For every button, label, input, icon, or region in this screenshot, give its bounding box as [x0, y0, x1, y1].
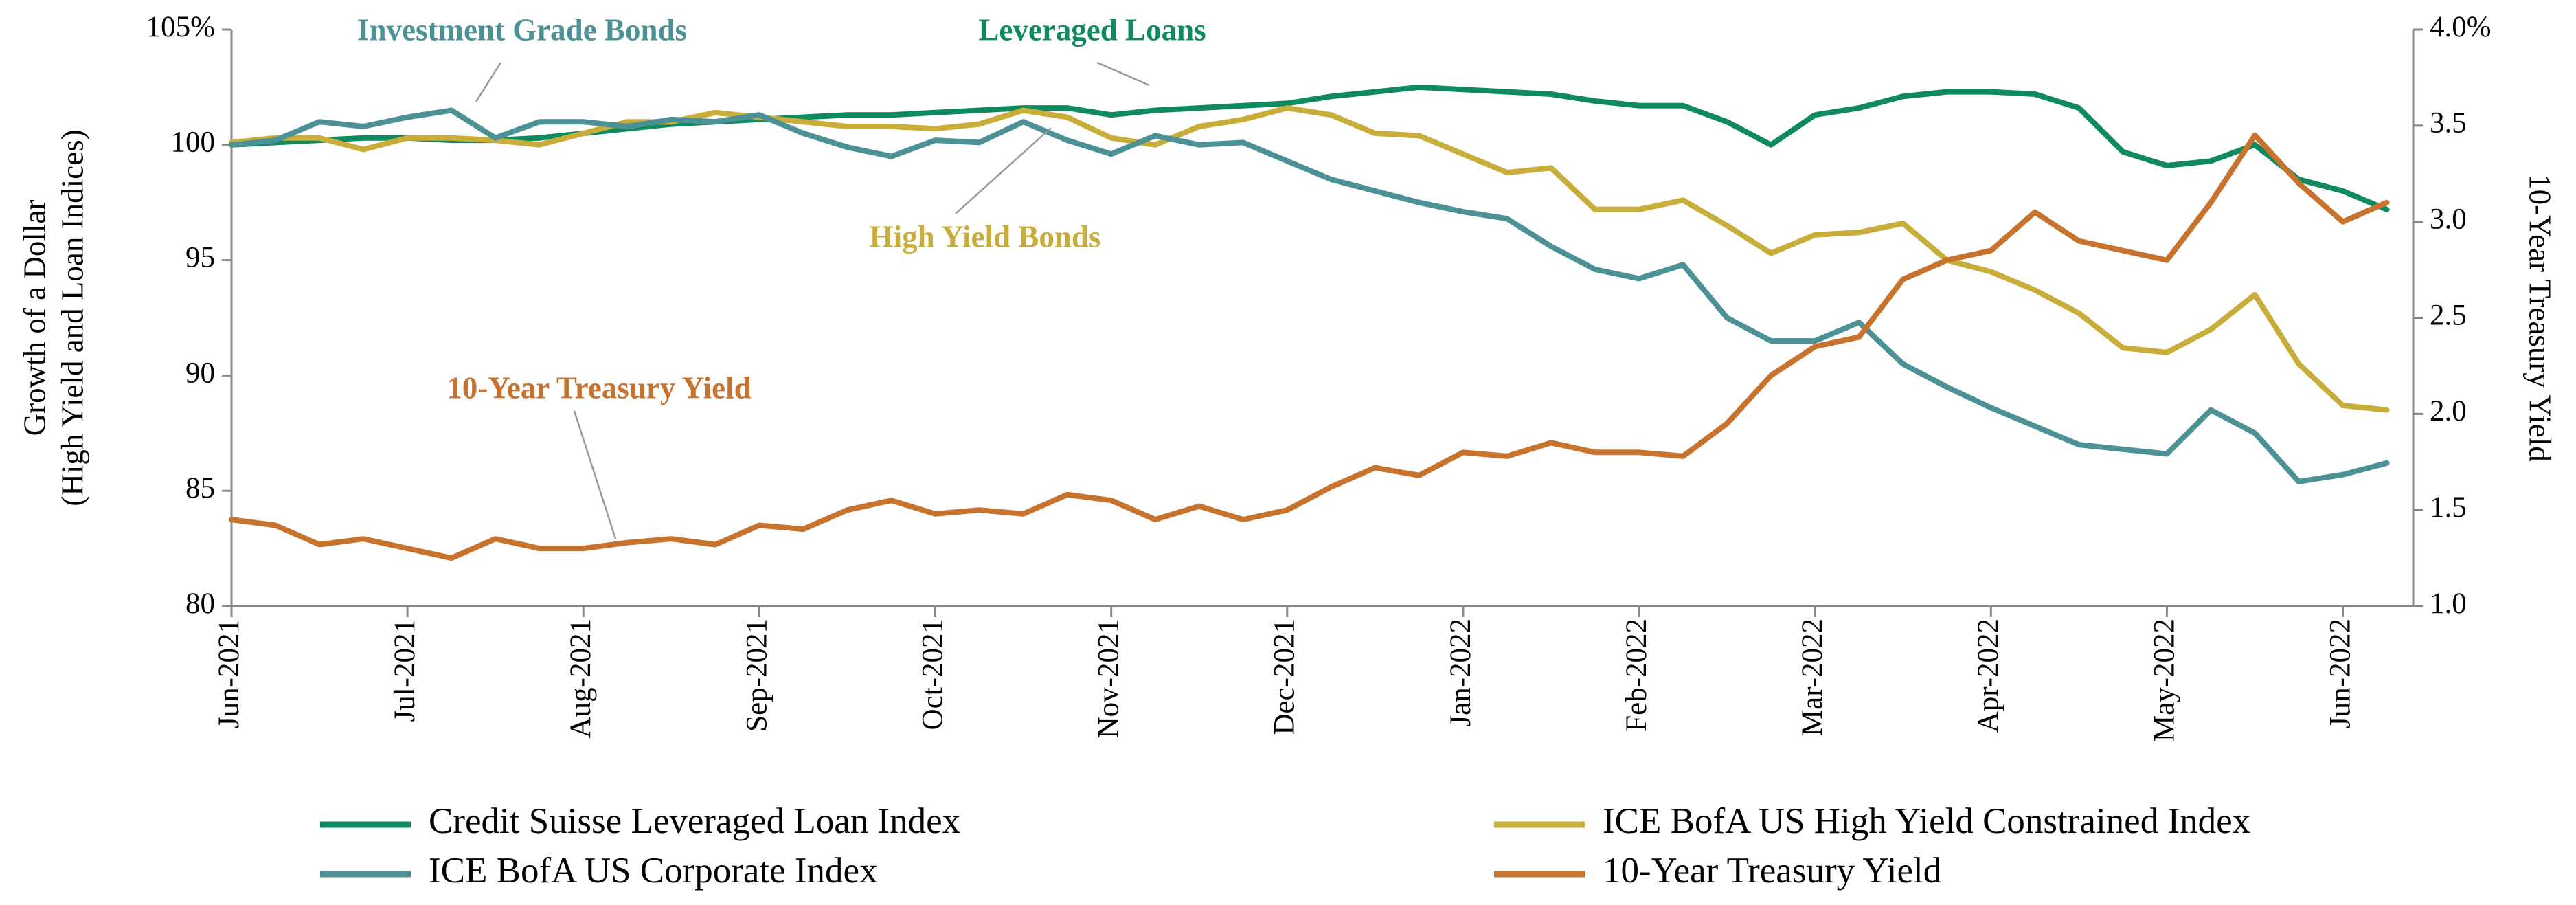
legend-label: ICE BofA US Corporate Index	[429, 851, 878, 891]
y-tick-label: 95	[185, 241, 215, 273]
x-tick-label: Jan-2022	[1445, 618, 1477, 727]
x-tick-label: Nov-2021	[1093, 618, 1125, 738]
y-tick-label: 100	[171, 126, 216, 159]
y-tick-label: 105%	[146, 11, 215, 43]
x-tick-label: Oct-2021	[916, 618, 949, 730]
y2-tick-label: 2.0	[2430, 395, 2467, 427]
legend-label: 10-Year Treasury Yield	[1603, 851, 1941, 891]
x-tick-label: Apr-2022	[1972, 618, 2004, 733]
y-axis-title: (High Yield and Loan Indices)	[55, 129, 89, 506]
x-tick-label: Aug-2021	[565, 618, 597, 738]
series-line	[229, 107, 2390, 484]
annotation: Investment Grade Bonds	[357, 12, 687, 47]
annotation-leader	[1096, 61, 1150, 87]
legend-label: Credit Suisse Leveraged Loan Index	[429, 801, 960, 841]
x-tick-label: Feb-2022	[1620, 618, 1653, 732]
x-tick-label: Sep-2021	[741, 618, 773, 732]
legend-label: ICE BofA US High Yield Constrained Index	[1603, 801, 2250, 841]
y2-tick-label: 3.5	[2430, 107, 2467, 139]
annotation-leader	[955, 127, 1052, 214]
x-tick-label: Jun-2022	[2324, 618, 2356, 728]
annotation: 10-Year Treasury Yield	[447, 370, 751, 405]
series-line	[229, 105, 2390, 413]
y2-tick-label: 1.0	[2430, 588, 2467, 620]
x-tick-label: Mar-2022	[1796, 618, 1829, 736]
annotation-leader	[573, 410, 617, 539]
y2-axis-title: 10-Year Treasury Yield	[2523, 174, 2557, 462]
y-tick-label: 80	[185, 588, 215, 620]
y2-tick-label: 1.5	[2430, 491, 2467, 524]
annotation: Leveraged Loans	[978, 12, 1206, 47]
y-axis-title: Growth of a Dollar	[17, 200, 52, 436]
annotation-leader	[475, 62, 502, 102]
y2-tick-label: 3.0	[2430, 203, 2467, 236]
y-tick-label: 90	[185, 357, 215, 389]
y-tick-label: 85	[185, 472, 215, 504]
series-line	[229, 84, 2390, 212]
x-tick-label: Jul-2021	[389, 618, 421, 722]
x-tick-label: Jun-2021	[213, 618, 245, 728]
y2-tick-label: 2.5	[2430, 299, 2467, 331]
series-line	[229, 132, 2390, 561]
annotation: High Yield Bonds	[870, 219, 1101, 254]
y2-tick-label: 4.0%	[2430, 11, 2492, 43]
x-tick-label: Dec-2021	[1269, 618, 1301, 735]
x-tick-label: May-2022	[2148, 618, 2180, 741]
